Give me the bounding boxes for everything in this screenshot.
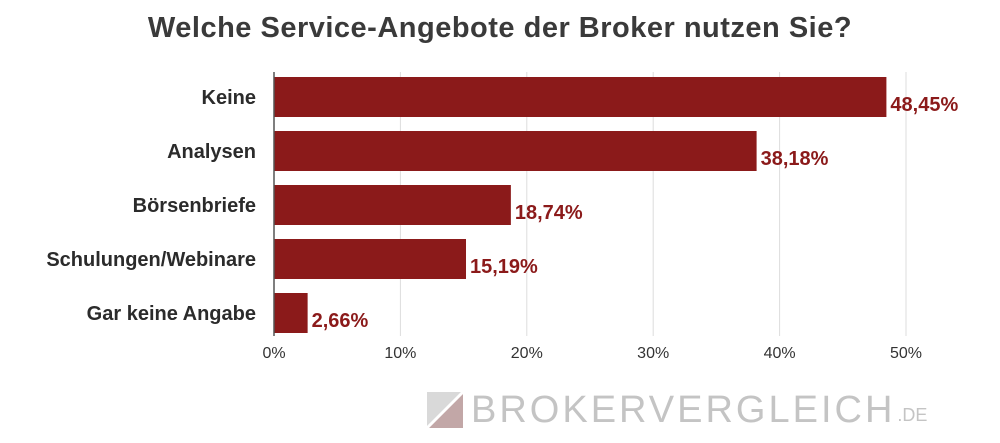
brokervergleich-logo-icon [425,390,465,430]
x-tick-label: 40% [764,345,796,362]
category-label: Schulungen/Webinare [46,249,256,271]
category-label: Gar keine Angabe [87,303,256,325]
category-label: Börsenbriefe [133,195,256,217]
x-tick-label: 10% [384,345,416,362]
x-tick-label: 50% [890,345,922,362]
bar [274,185,511,225]
bar [274,239,467,279]
x-tick-label: 30% [637,345,669,362]
bar-layer: Keine 48,45% Analysen 38,18% Börsenbriefe 18,… [46,77,958,333]
bar [274,293,308,333]
category-label: Keine [202,87,256,109]
x-tick-label: 0% [262,345,285,362]
brand-watermark: BROKERVERGLEICH .DE [425,380,927,430]
data-label: 38,18% [761,148,829,170]
watermark-tld: .DE [897,405,928,425]
data-label: 2,66% [312,310,369,332]
data-label: 15,19% [470,256,538,278]
chart-title: Welche Service-Angebote der Broker nutze… [147,12,853,44]
category-label: Analysen [167,141,256,163]
watermark-brand: BROKERVERGLEICH [471,389,896,431]
data-label: 48,45% [890,94,958,116]
x-tick-label: 20% [511,345,543,362]
data-label: 18,74% [515,202,583,224]
tick-layer: 0% 10% 20% 30% 40% 50% [262,345,922,362]
bar [274,77,887,117]
bar [274,131,757,171]
